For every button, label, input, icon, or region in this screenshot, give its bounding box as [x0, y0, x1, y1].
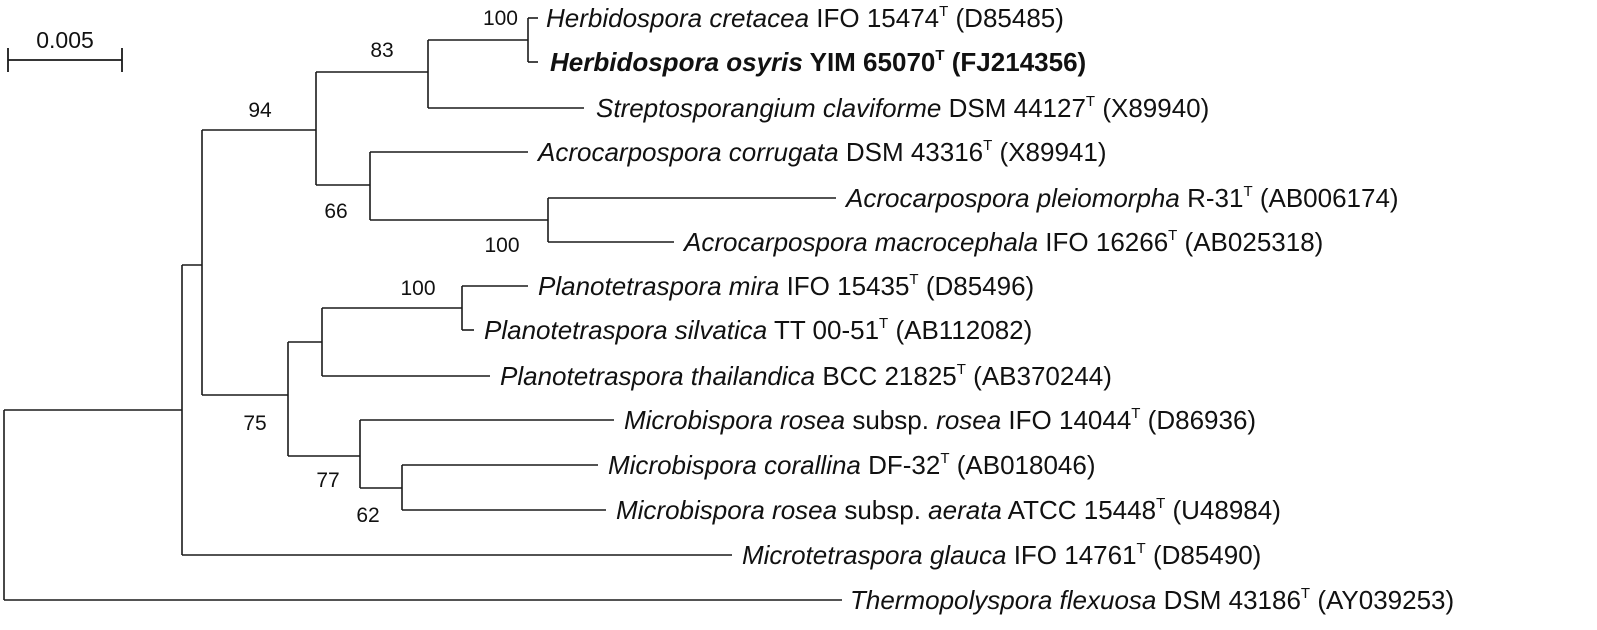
taxon-strain: DSM 44127 [941, 93, 1086, 123]
taxon-label-thermopolyspora-flexuosa: Thermopolyspora flexuosa DSM 43186T (AY0… [850, 585, 1454, 615]
taxon-type-strain-mark: T [1301, 585, 1310, 602]
taxon-type-strain-mark: T [940, 450, 949, 467]
taxon-label-herbidospora-cretacea: Herbidospora cretacea IFO 15474T (D85485… [546, 3, 1064, 33]
taxon-type-strain-mark: T [935, 47, 944, 64]
taxon-label-planotetraspora-mira: Planotetraspora mira IFO 15435T (D85496) [538, 271, 1034, 301]
taxon-accession: (D85485) [948, 3, 1064, 33]
taxon-accession: (U48984) [1165, 495, 1281, 525]
taxon-accession: (D85490) [1146, 540, 1262, 570]
taxon-type-strain-mark: T [1086, 93, 1095, 110]
taxon-accession: (D85496) [919, 271, 1035, 301]
taxon-species-name: Microbispora rosea [624, 405, 845, 435]
taxon-accession: (AB112082) [888, 315, 1032, 345]
taxon-accession: (FJ214356) [945, 47, 1087, 77]
taxon-species-name: Microbispora corallina [608, 450, 861, 480]
taxon-subsp-word: subsp. [837, 495, 928, 525]
taxon-type-strain-mark: T [939, 3, 948, 20]
taxon-type-strain-mark: T [1243, 183, 1252, 200]
bootstrap-microbispora-pair: 62 [356, 504, 379, 527]
taxon-subspecies-name: rosea [936, 405, 1001, 435]
taxon-label-acrocarpospora-macrocephala: Acrocarpospora macrocephala IFO 16266T (… [682, 227, 1323, 257]
taxon-label-microbispora-corallina: Microbispora corallina DF-32T (AB018046) [608, 450, 1096, 480]
taxon-type-strain-mark: T [1137, 540, 1146, 557]
bootstrap-values: 100 83 94 66 100 100 75 77 62 [243, 7, 519, 527]
taxon-accession: (X89941) [992, 137, 1106, 167]
bootstrap-upper-clade: 94 [248, 99, 272, 122]
taxon-strain: R-31 [1180, 183, 1244, 213]
taxon-label-herbidospora-osyris: Herbidospora osyris YIM 65070T (FJ214356… [550, 47, 1086, 77]
taxon-strain: DSM 43316 [839, 137, 984, 167]
taxon-species-name: Planotetraspora silvatica [484, 315, 767, 345]
taxon-strain: IFO 15435 [779, 271, 909, 301]
taxon-accession: (AB006174) [1253, 183, 1399, 213]
bootstrap-acrocarpospora-pair: 100 [484, 234, 519, 257]
taxon-strain: IFO 15474 [809, 3, 939, 33]
taxon-strain: IFO 14044 [1001, 405, 1131, 435]
taxon-species-name: Planotetraspora mira [538, 271, 779, 301]
bootstrap-herbidospora-pair: 100 [483, 7, 518, 30]
taxon-type-strain-mark: T [879, 315, 888, 332]
taxon-strain: ATCC 15448 [1002, 495, 1156, 525]
taxon-accession: (AY039253) [1310, 585, 1454, 615]
taxon-strain: DF-32 [861, 450, 940, 480]
taxon-label-acrocarpospora-pleiomorpha: Acrocarpospora pleiomorpha R-31T (AB0061… [844, 183, 1399, 213]
taxon-strain: IFO 14761 [1006, 540, 1136, 570]
taxon-strain: BCC 21825 [815, 361, 957, 391]
taxon-species-name: Acrocarpospora macrocephala [682, 227, 1038, 257]
taxon-species-name: Thermopolyspora flexuosa [850, 585, 1156, 615]
taxon-label-planotetraspora-silvatica: Planotetraspora silvatica TT 00-51T (AB1… [484, 315, 1032, 345]
bootstrap-herbidospora-streptosporangium: 83 [370, 39, 393, 62]
taxon-type-strain-mark: T [1131, 405, 1140, 422]
taxon-accession: (AB370244) [966, 361, 1112, 391]
taxon-strain: DSM 43186 [1156, 585, 1301, 615]
taxon-strain: IFO 16266 [1038, 227, 1168, 257]
taxon-type-strain-mark: T [909, 271, 918, 288]
bootstrap-acrocarpospora-clade: 66 [324, 200, 347, 223]
tree-branches [3, 17, 842, 601]
taxon-label-acrocarpospora-corrugata: Acrocarpospora corrugata DSM 43316T (X89… [536, 137, 1107, 167]
taxon-accession: (X89940) [1095, 93, 1209, 123]
taxon-accession: (AB025318) [1177, 227, 1323, 257]
taxon-accession: (D86936) [1140, 405, 1256, 435]
bootstrap-microbispora-clade: 77 [316, 469, 339, 492]
taxon-species-name: Herbidospora osyris [550, 47, 803, 77]
taxon-labels: Herbidospora cretacea IFO 15474T (D85485… [484, 3, 1454, 615]
bootstrap-lower-clade: 75 [243, 412, 266, 435]
taxon-species-name: Acrocarpospora corrugata [536, 137, 839, 167]
taxon-subspecies-name: aerata [928, 495, 1002, 525]
taxon-label-microtetraspora-glauca: Microtetraspora glauca IFO 14761T (D8549… [742, 540, 1261, 570]
scale-bar: 0.005 [7, 27, 123, 72]
taxon-species-name: Herbidospora cretacea [546, 3, 809, 33]
taxon-strain: TT 00-51 [767, 315, 879, 345]
taxon-species-name: Microbispora rosea [616, 495, 837, 525]
taxon-label-microbispora-rosea-aerata: Microbispora rosea subsp. aerata ATCC 15… [616, 495, 1281, 525]
scale-bar-label: 0.005 [36, 27, 94, 53]
taxon-label-streptosporangium-claviforme: Streptosporangium claviforme DSM 44127T … [596, 93, 1209, 123]
taxon-species-name: Planotetraspora thailandica [500, 361, 815, 391]
taxon-species-name: Streptosporangium claviforme [596, 93, 941, 123]
taxon-strain: YIM 65070 [803, 47, 936, 77]
taxon-type-strain-mark: T [1156, 495, 1165, 512]
bootstrap-planotetraspora-pair: 100 [400, 277, 435, 300]
taxon-type-strain-mark: T [983, 137, 992, 154]
taxon-type-strain-mark: T [957, 361, 966, 378]
taxon-species-name: Acrocarpospora pleiomorpha [844, 183, 1180, 213]
taxon-label-planotetraspora-thailandica: Planotetraspora thailandica BCC 21825T (… [500, 361, 1112, 391]
taxon-subsp-word: subsp. [845, 405, 936, 435]
taxon-label-microbispora-rosea-rosea: Microbispora rosea subsp. rosea IFO 1404… [624, 405, 1256, 435]
taxon-accession: (AB018046) [950, 450, 1096, 480]
taxon-species-name: Microtetraspora glauca [742, 540, 1006, 570]
taxon-type-strain-mark: T [1168, 227, 1177, 244]
